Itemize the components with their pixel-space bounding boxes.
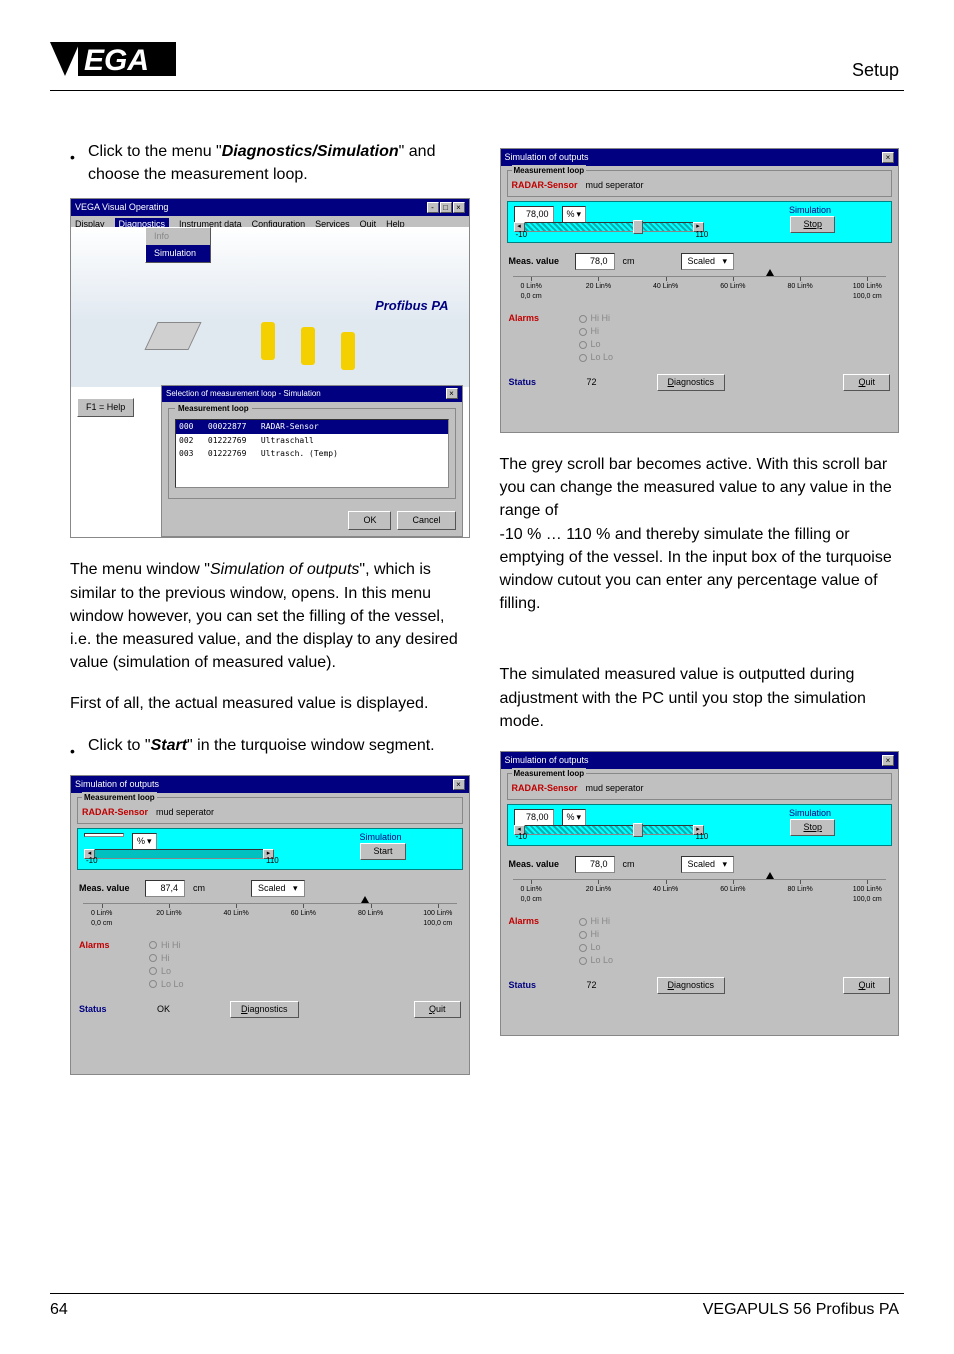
slider-thumb[interactable]: [633, 823, 643, 837]
cancel-button[interactable]: Cancel: [397, 511, 455, 530]
para-simulated-output: The simulated measured value is outputte…: [500, 663, 900, 733]
alarm-item: Hi Hi: [579, 312, 614, 325]
screenshot-sim-stop: Simulation of outputs × Measurement loop…: [500, 751, 900, 1036]
alarm-item: Hi: [149, 952, 184, 965]
list-item[interactable]: 002 01222769 Ultraschall: [176, 434, 448, 448]
alarm-item: Lo: [579, 338, 614, 351]
close-icon[interactable]: ×: [446, 388, 458, 399]
page-number: 64: [50, 1301, 68, 1319]
sensor-name: RADAR-Sensor: [82, 806, 148, 819]
percent-input[interactable]: 78,00: [514, 206, 554, 223]
sensor-name: RADAR-Sensor: [512, 179, 578, 192]
sensor-icon: [261, 322, 275, 360]
unit-select[interactable]: % ▾: [132, 833, 157, 850]
help-button[interactable]: F1 = Help: [77, 398, 134, 417]
quit-button[interactable]: Quit: [843, 374, 890, 391]
screenshot-sim-running: Simulation of outputs × Measurement loop…: [500, 148, 900, 433]
close-icon[interactable]: ×: [453, 779, 465, 790]
diagnostics-button[interactable]: Diagnostics: [657, 374, 726, 391]
diagnostics-dropdown[interactable]: Info Simulation: [145, 227, 211, 263]
shot1-title: VEGA Visual Operating: [75, 201, 168, 214]
bullet-2-text: Click to "Start" in the turquoise window…: [88, 734, 470, 763]
para-first-of-all: First of all, the actual measured value …: [70, 692, 470, 715]
status-value: 72: [587, 979, 597, 992]
measurement-loop-list[interactable]: 000 00022877 RADAR-Sensor 002 01222769 U…: [175, 419, 449, 488]
alarm-item: Hi Hi: [579, 915, 614, 928]
sensor-icon: [341, 332, 355, 370]
status-value: OK: [157, 1003, 170, 1016]
device-icon: [144, 322, 201, 350]
alarm-item: Hi: [579, 325, 614, 338]
alarm-item: Lo: [149, 965, 184, 978]
slider-thumb[interactable]: [633, 220, 643, 234]
alarm-item: Lo Lo: [149, 978, 184, 991]
alarm-item: Lo: [579, 941, 614, 954]
right-column: Simulation of outputs × Measurement loop…: [500, 140, 900, 1274]
ok-button[interactable]: OK: [348, 511, 391, 530]
unit-select[interactable]: % ▾: [562, 206, 587, 223]
para-scrollbar: The grey scroll bar becomes active. With…: [500, 453, 900, 615]
bullet-dot: [70, 734, 88, 763]
list-item[interactable]: 003 01222769 Ultrasch. (Temp): [176, 447, 448, 461]
scaled-select[interactable]: Scaled ▾: [681, 253, 735, 270]
scale-axis: 0 Lin%0,0 cm20 Lin%40 Lin%60 Lin%80 Lin%…: [513, 879, 887, 905]
footer-rule: [50, 1293, 904, 1294]
unit-select[interactable]: % ▾: [562, 809, 587, 826]
sim-title: Simulation of outputs: [505, 754, 589, 767]
sim-slider[interactable]: ◂ ▸: [514, 825, 704, 835]
scale-axis: 0 Lin%0,0 cm20 Lin%40 Lin%60 Lin%80 Lin%…: [513, 276, 887, 302]
vega-logo: EGA: [50, 40, 180, 78]
sensor-icon: [301, 327, 315, 365]
sensor-desc: mud seperator: [586, 179, 644, 192]
svg-text:EGA: EGA: [84, 44, 149, 77]
sim-title: Simulation of outputs: [505, 151, 589, 164]
list-item[interactable]: 000 00022877 RADAR-Sensor: [176, 420, 448, 434]
alarm-item: Lo Lo: [579, 954, 614, 967]
maximize-icon[interactable]: □: [440, 202, 452, 213]
quit-button[interactable]: Quit: [414, 1001, 461, 1018]
selection-dialog: Selection of measurement loop - Simulati…: [161, 385, 463, 536]
screenshot-sim-before: Simulation of outputs × Measurement loop…: [70, 775, 470, 1075]
alarm-item: Lo Lo: [579, 351, 614, 364]
sim-button[interactable]: Start: [360, 843, 405, 860]
quit-button[interactable]: Quit: [843, 977, 890, 994]
close-icon[interactable]: ×: [882, 152, 894, 163]
header-section: Setup: [852, 60, 899, 81]
sim-button[interactable]: Stop: [790, 819, 835, 836]
scale-axis: 0 Lin%0,0 cm20 Lin%40 Lin%60 Lin%80 Lin%…: [83, 903, 457, 929]
sensor-desc: mud seperator: [586, 782, 644, 795]
alarm-item: Hi: [579, 928, 614, 941]
minimize-icon[interactable]: -: [427, 202, 439, 213]
bullet-dot: [70, 140, 88, 186]
doc-title: VEGAPULS 56 Profibus PA: [703, 1301, 899, 1319]
diagnostics-button[interactable]: Diagnostics: [230, 1001, 299, 1018]
percent-input[interactable]: [84, 833, 124, 837]
sim-slider[interactable]: ◂ ▸: [514, 222, 704, 232]
alarm-item: Hi Hi: [149, 939, 184, 952]
dialog-title: Selection of measurement loop - Simulati…: [166, 388, 321, 400]
percent-input[interactable]: 78,00: [514, 809, 554, 826]
profibus-label: Profibus PA: [375, 297, 448, 316]
sim-title: Simulation of outputs: [75, 778, 159, 791]
sim-slider: ◂ ▸: [84, 849, 274, 859]
close-icon[interactable]: ×: [453, 202, 465, 213]
meas-value: 78,0: [575, 856, 615, 873]
meas-value: 78,0: [575, 253, 615, 270]
left-column: Click to the menu "Diagnostics/Simulatio…: [70, 140, 470, 1274]
para-menu-window: The menu window "Simulation of outputs",…: [70, 558, 470, 674]
bullet-1-text: Click to the menu "Diagnostics/Simulatio…: [88, 140, 470, 186]
close-icon[interactable]: ×: [882, 755, 894, 766]
header-rule: [50, 90, 904, 91]
meas-value: 87,4: [145, 880, 185, 897]
diagnostics-button[interactable]: Diagnostics: [657, 977, 726, 994]
sensor-desc: mud seperator: [156, 806, 214, 819]
sensor-name: RADAR-Sensor: [512, 782, 578, 795]
screenshot-visual-operating: VEGA Visual Operating - □ × Display Diag…: [70, 198, 470, 538]
scaled-select[interactable]: Scaled ▾: [681, 856, 735, 873]
scaled-select[interactable]: Scaled ▾: [251, 880, 305, 897]
status-value: 72: [587, 376, 597, 389]
sim-button[interactable]: Stop: [790, 216, 835, 233]
